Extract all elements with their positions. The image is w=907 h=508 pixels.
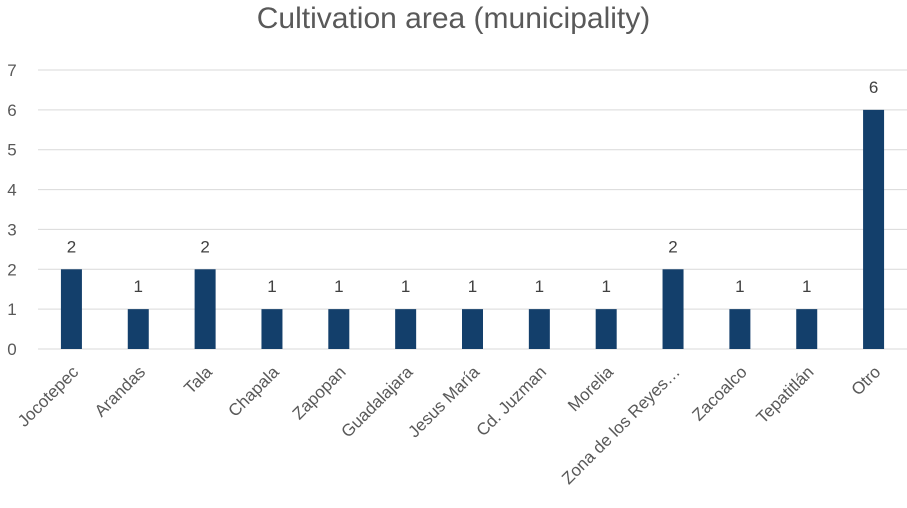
x-category-label: Cd. Juzman — [473, 362, 551, 440]
x-category-label: Tala — [180, 362, 216, 398]
bar — [261, 309, 283, 349]
data-label: 6 — [869, 78, 878, 97]
y-tick-label: 0 — [7, 340, 16, 359]
x-category-label: Tepatitlán — [753, 362, 818, 427]
x-category-label: Jesus María — [404, 362, 483, 441]
y-tick-label: 4 — [7, 181, 16, 200]
y-tick-label: 7 — [7, 61, 16, 80]
data-label: 1 — [468, 277, 477, 296]
bar — [395, 309, 417, 349]
bar — [127, 309, 149, 349]
data-label: 1 — [802, 277, 811, 296]
data-label: 1 — [267, 277, 276, 296]
bar — [60, 269, 82, 349]
chart-title: Cultivation area (municipality) — [256, 2, 651, 35]
data-label: 1 — [334, 277, 343, 296]
x-category-label: Arandas — [91, 362, 149, 420]
bar — [194, 269, 216, 349]
y-tick-label: 6 — [7, 101, 16, 120]
y-tick-label: 3 — [7, 220, 16, 239]
bar — [328, 309, 350, 349]
data-label: 1 — [134, 277, 143, 296]
x-axis-categories: Jocotepec Arandas Tala Chapala ZapopanGuadal… — [14, 362, 884, 488]
y-tick-label: 1 — [7, 300, 16, 319]
bar — [863, 109, 885, 349]
bar — [462, 309, 483, 349]
x-category-label: Chapala — [225, 362, 284, 421]
bar — [595, 309, 617, 349]
x-category-label: Morelia — [564, 362, 617, 415]
bar — [528, 309, 550, 349]
data-labels: 2 1 2 1 1 1 1 1 1 2 1 1 6 — [67, 78, 879, 296]
data-label: 2 — [67, 237, 76, 256]
x-category-label: Otro — [848, 362, 885, 399]
bar — [796, 309, 818, 349]
x-category-label: Zacoalco — [688, 362, 750, 424]
data-label: 1 — [535, 277, 544, 296]
data-label: 1 — [401, 277, 410, 296]
x-category-label: Zapopan — [289, 362, 350, 423]
y-tick-label: 2 — [7, 260, 16, 279]
x-category-label: Zona de los Reyes… — [558, 362, 684, 488]
data-label: 1 — [601, 277, 610, 296]
bars — [60, 109, 885, 349]
data-label: 1 — [735, 277, 744, 296]
bar — [662, 269, 684, 349]
y-tick-label: 5 — [7, 141, 16, 160]
y-axis-ticks: 0 1 2 3 4 5 6 7 — [7, 61, 16, 359]
x-category-label: Jocotepec — [14, 362, 83, 431]
bar — [729, 309, 751, 349]
data-label: 2 — [200, 237, 209, 256]
data-label: 2 — [668, 237, 677, 256]
gridlines — [38, 69, 907, 350]
